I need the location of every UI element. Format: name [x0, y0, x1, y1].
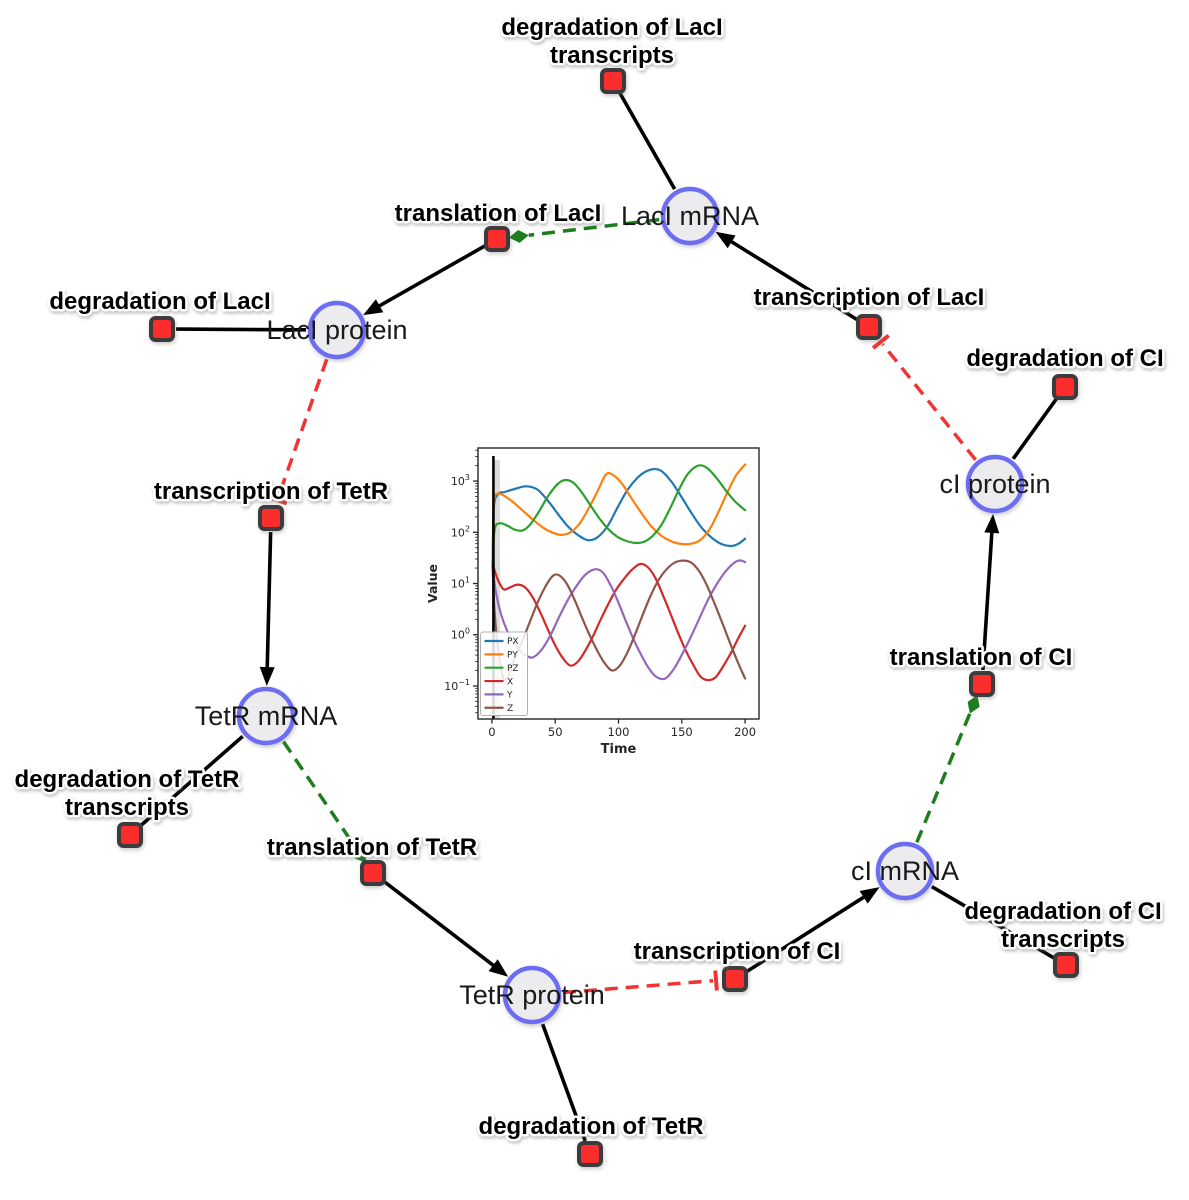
reaction-label-tx_tetr: transcription of TetR	[154, 478, 388, 505]
y-tick-label: 10−1	[444, 678, 470, 693]
species-node-tetr_mrna[interactable]	[236, 686, 296, 746]
edges-layer	[139, 92, 1059, 1142]
x-tick-label: 0	[488, 725, 495, 739]
labels-layer: LacI mRNA LacI protein TetR mRNA TetR prote…	[12, 11, 1166, 1142]
catalysis-diamond-icon	[508, 229, 529, 243]
edge-modifier-ci_mrna-to-transl_ci[interactable]	[915, 712, 972, 844]
reaction-node-transl_ci[interactable]	[969, 671, 995, 697]
reaction-node-tx_laci[interactable]	[856, 314, 882, 340]
edge-product-transl_ci-to-ci_protein[interactable]	[981, 530, 994, 671]
edge-reactant-tetr_mrna-to-deg_tetr_tx[interactable]	[139, 735, 244, 828]
inhibition-tee-icon	[267, 494, 288, 506]
y-tick-label: 103	[451, 473, 470, 488]
edge-product-tx_ci-to-ci_mrna[interactable]	[745, 894, 867, 974]
initial-transient-band	[493, 460, 500, 719]
species-label-ci_protein: cI protein	[939, 469, 1050, 499]
inhibition-tee-icon	[713, 970, 719, 991]
y-axis-title: Value	[425, 564, 440, 603]
y-tick-label: 102	[451, 524, 470, 539]
arrowhead-icon	[984, 513, 1000, 534]
species-node-ci_mrna[interactable]	[875, 841, 935, 901]
series-PZ-line	[491, 464, 747, 570]
reaction-label-tx_ci: transcription of CI	[634, 938, 841, 965]
catalysis-diamond-icon	[354, 846, 367, 864]
edge-inhibitor-ci_protein-to-tx_laci[interactable]	[881, 343, 977, 461]
edge-modifier-laci_mrna-to-transl_laci[interactable]	[528, 217, 660, 237]
simulation-plot-inset: 0 50 100 150 200 10−1 100 101 102 103 Time Value PX P…	[425, 447, 760, 757]
plot-curves	[491, 463, 747, 682]
series-X-line	[491, 562, 747, 682]
reaction-node-deg_laci[interactable]	[149, 316, 175, 342]
legend-label-Z: Z	[507, 704, 513, 714]
x-tick-label: 200	[734, 725, 756, 739]
reaction-label-deg_tetr_tx: degradation of TetR transcripts	[15, 766, 240, 821]
catalysis-diamond-icon	[967, 695, 980, 714]
species-label-ci_mrna: cI mRNA	[851, 856, 959, 886]
inhibition-tee-icon	[871, 333, 890, 350]
reaction-label-tx_laci: transcription of LacI	[754, 284, 985, 311]
edge-reactant-tetr_protein-to-deg_tetr[interactable]	[540, 1023, 587, 1142]
edge-inhibitor-laci_protein-to-tx_tetr[interactable]	[276, 358, 329, 498]
reaction-node-deg_ci[interactable]	[1052, 374, 1078, 400]
legend-label-X: X	[507, 677, 513, 687]
x-tick-label: 50	[548, 725, 563, 739]
arrowhead-icon	[259, 666, 275, 687]
reaction-node-transl_tetr[interactable]	[360, 860, 386, 886]
arrowhead-icon	[715, 231, 736, 249]
arrowhead-icon	[859, 887, 880, 904]
edge-reactant-laci_protein-to-deg_laci[interactable]	[175, 327, 307, 332]
reaction-label-deg_laci: degradation of LacI	[49, 288, 270, 315]
series-PY-line	[491, 463, 747, 570]
species-node-tetr_protein[interactable]	[502, 965, 562, 1025]
arrowhead-icon	[363, 299, 384, 316]
reaction-node-deg_laci_tx[interactable]	[600, 68, 626, 94]
legend-label-PY: PY	[507, 651, 518, 661]
reaction-label-deg_ci_tx: degradation of CI transcripts	[964, 898, 1161, 953]
edge-product-tx_laci-to-laci_mrna[interactable]	[728, 239, 859, 322]
legend-label-Y: Y	[506, 691, 513, 701]
reaction-label-transl_ci: translation of CI	[890, 644, 1073, 671]
edge-reactant-laci_mrna-to-deg_laci_tx[interactable]	[618, 92, 677, 190]
reaction-label-transl_laci: translation of LacI	[395, 200, 602, 227]
edge-reactant-ci_protein-to-deg_ci[interactable]	[1011, 397, 1059, 460]
reaction-label-deg_ci: degradation of CI	[966, 345, 1163, 372]
legend-box	[480, 631, 528, 716]
x-tick-label: 150	[671, 725, 693, 739]
reaction-node-deg_tetr[interactable]	[577, 1141, 603, 1167]
species-label-tetr_protein: TetR protein	[459, 980, 605, 1010]
edge-product-transl_laci-to-laci_protein[interactable]	[376, 244, 486, 309]
legend-label-PX: PX	[507, 637, 519, 647]
species-node-laci_mrna[interactable]	[660, 186, 720, 246]
edge-modifier-tetr_mrna-to-transl_tetr[interactable]	[282, 740, 357, 848]
y-tick-label: 101	[451, 576, 470, 591]
edge-product-tx_tetr-to-tetr_mrna[interactable]	[265, 531, 273, 670]
edge-inhibitor-tetr_protein-to-tx_ci[interactable]	[562, 978, 714, 995]
arrowhead-icon	[488, 959, 509, 977]
reaction-node-tx_tetr[interactable]	[258, 505, 284, 531]
species-label-laci_mrna: LacI mRNA	[621, 201, 759, 231]
edge-product-transl_tetr-to-tetr_protein[interactable]	[383, 880, 496, 968]
reaction-label-deg_laci_tx: degradation of LacI transcripts	[501, 14, 722, 69]
species-label-laci_protein: LacI protein	[266, 315, 407, 345]
species-node-ci_protein[interactable]	[965, 454, 1025, 514]
y-tick-label: 100	[451, 627, 470, 642]
edge-reactant-ci_mrna-to-deg_ci_tx[interactable]	[930, 885, 1055, 960]
reaction-node-deg_ci_tx[interactable]	[1053, 952, 1079, 978]
nodes-layer	[117, 68, 1079, 1167]
species-label-tetr_mrna: TetR mRNA	[195, 701, 338, 731]
x-tick-label: 100	[608, 725, 630, 739]
legend-label-PZ: PZ	[507, 664, 519, 674]
reaction-label-transl_tetr: translation of TetR	[267, 834, 477, 861]
reaction-node-deg_tetr_tx[interactable]	[117, 822, 143, 848]
x-axis-title: Time	[601, 742, 637, 757]
species-node-laci_protein[interactable]	[307, 300, 367, 360]
reaction-label-deg_tetr: degradation of TetR	[479, 1113, 704, 1140]
reaction-node-tx_ci[interactable]	[722, 966, 748, 992]
reaction-node-transl_laci[interactable]	[484, 226, 510, 252]
